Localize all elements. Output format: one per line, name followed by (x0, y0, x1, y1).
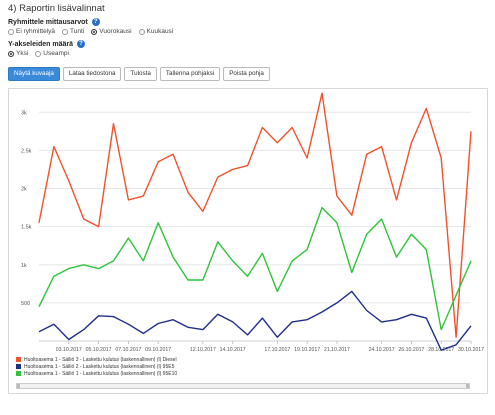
y-axes-label-text: Y-akseleiden määrä (8, 40, 73, 48)
legend-label: Huoltoasema 1 - Säiliö 2 - Laskettu kulu… (24, 363, 175, 370)
y-axes-option[interactable]: Yksi (8, 50, 28, 57)
x-tick-label: 30.10.2017 (458, 347, 484, 353)
download-file-button[interactable]: Lataa tiedostona (62, 67, 122, 81)
legend-swatch (16, 357, 21, 362)
y-tick-label: 1.5k (21, 225, 32, 231)
x-tick-label: 12.10.2017 (190, 347, 216, 353)
print-button[interactable]: Tulosta (124, 67, 157, 81)
y-axes-label: Y-akseleiden määrä ? (8, 40, 85, 48)
legend-swatch (16, 371, 21, 376)
radio-label: Kuukausi (146, 28, 174, 35)
delete-template-button[interactable]: Poista pohja (223, 67, 270, 81)
grouping-option[interactable]: Kuukausi (138, 28, 174, 35)
y-axes-option[interactable]: Useampi (35, 50, 69, 57)
series-line-1 (38, 92, 472, 338)
legend-item[interactable]: Huoltoasema 1 - Säiliö 2 - Laskettu kulu… (16, 363, 177, 370)
y-tick-label: 1k (21, 263, 27, 269)
show-curve-button[interactable]: Näytä kuvaaja (8, 67, 60, 81)
legend-item[interactable]: Huoltoasema 1 - Säiliö 1 - Laskettu kulu… (16, 370, 177, 377)
x-tick-label: 17.10.2017 (264, 347, 290, 353)
x-tick-label: 26.10.2017 (398, 347, 424, 353)
chart-container: 500 1k 1.5k 2k 2.5k 3k 03.10.2017 05.10.2017 07.… (8, 88, 488, 394)
y-axes-options: Yksi Useampi (8, 50, 69, 57)
radio-label: Useampi (43, 50, 69, 57)
y-tick-label: 2.5k (21, 148, 32, 154)
grouping-option[interactable]: Vuorokausi (91, 28, 132, 35)
grouping-label-text: Ryhmittele mittausarvot (8, 18, 88, 26)
radio-icon[interactable] (62, 28, 69, 35)
radio-selected-icon[interactable] (91, 28, 98, 35)
line-chart: 500 1k 1.5k 2k 2.5k 3k 03.10.2017 05.10.2017 07.… (21, 92, 484, 353)
legend-label: Huoltoasema 1 - Säiliö 1 - Laskettu kulu… (24, 370, 178, 377)
scrollbar-right-handle[interactable] (466, 384, 469, 388)
grouping-option[interactable]: Tunti (62, 28, 84, 35)
y-tick-label: 3k (21, 110, 27, 116)
action-buttons: Näytä kuvaaja Lataa tiedostona Tulosta T… (8, 67, 270, 81)
series-line-2 (38, 290, 472, 351)
radio-label: Ei ryhmittelyä (16, 28, 56, 35)
chart-legend: Huoltoasema 1 - Säiliö 3 - Laskettu kulu… (16, 356, 177, 377)
legend-item[interactable]: Huoltoasema 1 - Säiliö 3 - Laskettu kulu… (16, 356, 177, 363)
y-tick-label: 2k (21, 187, 27, 193)
grouping-label: Ryhmittele mittausarvot ? (8, 18, 100, 26)
radio-label: Vuorokausi (99, 28, 132, 35)
x-tick-label: 07.10.2017 (115, 347, 141, 353)
x-tick-label: 09.10.2017 (145, 347, 171, 353)
radio-icon[interactable] (35, 50, 42, 57)
legend-swatch (16, 364, 21, 369)
grouping-options: Ei ryhmittelyä Tunti Vuorokausi Kuukausi (8, 28, 173, 35)
y-tick-label: 500 (21, 301, 30, 307)
x-tick-label: 05.10.2017 (86, 347, 112, 353)
series-line-3 (38, 206, 472, 331)
radio-icon[interactable] (138, 28, 145, 35)
scrollbar-left-handle[interactable] (17, 384, 20, 388)
grouping-option[interactable]: Ei ryhmittelyä (8, 28, 55, 35)
x-tick-label: 21.10.2017 (324, 347, 350, 353)
help-icon[interactable]: ? (91, 18, 100, 26)
section-title: 4) Raportin lisävalinnat (8, 3, 105, 14)
x-tick-label: 19.10.2017 (294, 347, 320, 353)
radio-label: Yksi (16, 50, 29, 57)
x-tick-label: 24.10.2017 (369, 347, 395, 353)
radio-icon[interactable] (8, 28, 14, 35)
chart-range-scrollbar[interactable] (16, 383, 470, 389)
radio-selected-icon[interactable] (8, 50, 14, 57)
legend-label: Huoltoasema 1 - Säiliö 3 - Laskettu kulu… (24, 356, 177, 363)
save-template-button[interactable]: Tallenna pohjaksi (159, 67, 221, 81)
help-icon[interactable]: ? (76, 40, 85, 48)
x-tick-label: 03.10.2017 (56, 347, 82, 353)
radio-label: Tunti (70, 28, 85, 35)
x-tick-label: 14.10.2017 (220, 347, 246, 353)
